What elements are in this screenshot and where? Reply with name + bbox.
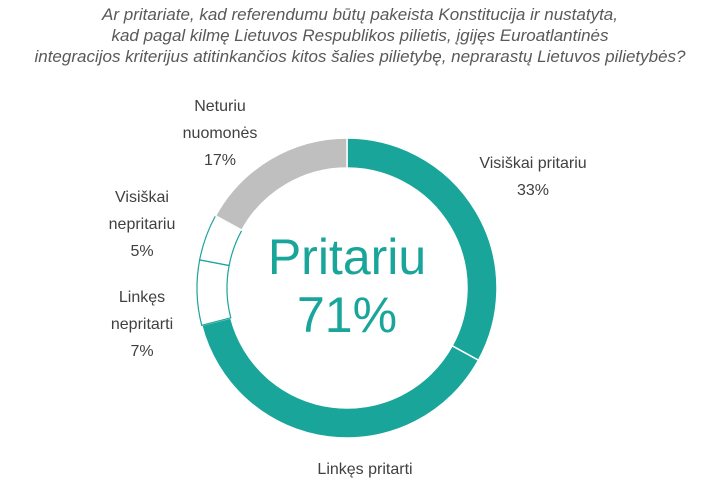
label-visiskai-pritariu-name: Visiškai pritariu [479,155,587,172]
label-neturiu-nuomones-name-1: Neturiu [194,98,246,115]
chart-title: Ar pritariate, kad referendumu būtų pake… [0,4,720,67]
label-neturiu-nuomones-value: 17% [203,152,237,169]
label-visiskai-nepritariu: Visiškai nepritariu 5% [92,184,192,265]
center-label-value: 71% [296,287,398,343]
label-neturiu-nuomones: Neturiu nuomonės 17% [170,93,270,174]
label-linkes-nepritarti-name-1: Linkęs [118,289,166,306]
label-visiskai-nepritariu-name-2: nepritariu [108,216,176,233]
label-linkes-nepritarti-value: 7% [130,343,154,360]
label-linkes-nepritarti: Linkęs nepritarti 7% [92,284,192,365]
label-visiskai-pritariu-value: 33% [516,182,550,199]
title-line-2: kad pagal kilmę Lietuvos Respublikos pil… [111,26,609,45]
label-linkes-nepritarti-name-2: nepritarti [110,316,174,333]
title-line-3: integracijos kriterijus atitinkančios ki… [34,47,686,66]
label-visiskai-nepritariu-value: 5% [130,243,154,260]
center-label-text: Pritariu [267,229,427,285]
center-label: Pritariu 71% [222,228,472,344]
slice-neturiu-nuomones [214,137,348,232]
label-neturiu-nuomones-name-2: nuomonės [182,125,258,142]
title-line-1: Ar pritariate, kad referendumu būtų pake… [102,5,618,24]
label-visiskai-pritariu: Visiškai pritariu 33% [458,150,608,204]
label-linkes-pritarti: Linkęs pritarti [290,456,440,483]
label-visiskai-nepritariu-name-1: Visiškai [115,189,169,206]
label-linkes-pritarti-name: Linkęs pritarti [317,461,413,478]
